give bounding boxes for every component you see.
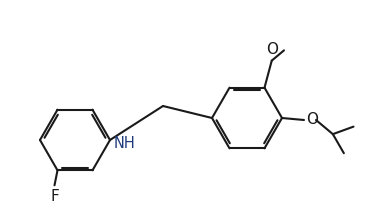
Text: NH: NH	[114, 136, 136, 150]
Text: F: F	[50, 189, 59, 204]
Text: O: O	[306, 113, 318, 127]
Text: O: O	[266, 42, 278, 57]
